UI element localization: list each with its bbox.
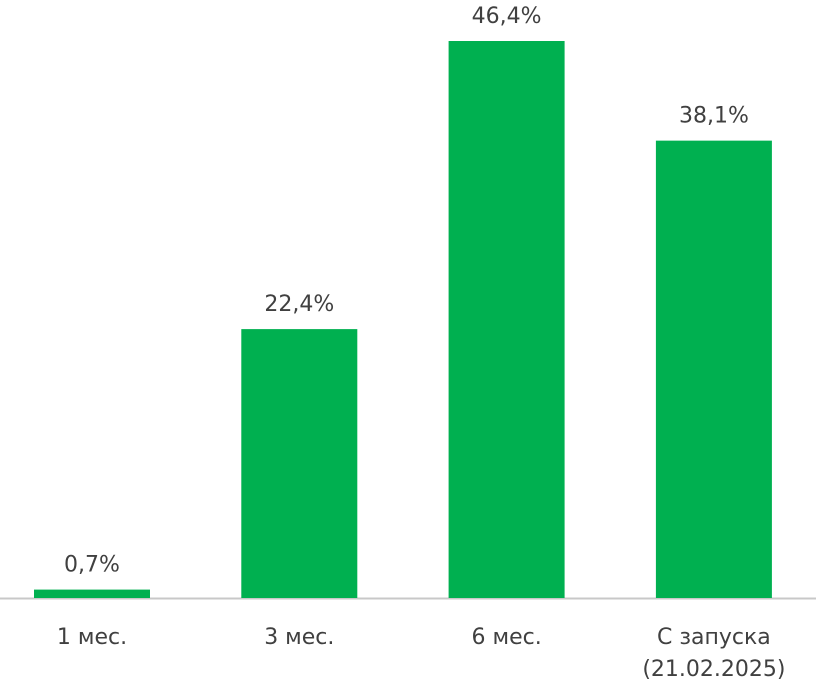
value-label: 38,1%	[679, 104, 749, 129]
bar	[241, 329, 358, 598]
value-label: 0,7%	[64, 553, 120, 578]
bar	[34, 589, 150, 598]
value-label: 22,4%	[264, 292, 334, 317]
value-label: 46,4%	[472, 4, 542, 29]
bar	[448, 41, 565, 598]
x-tick-label: 1 мес.	[57, 625, 127, 650]
bar	[655, 140, 772, 598]
x-tick-label: 6 мес.	[471, 625, 541, 650]
x-tick-label: С запуска (21.02.2025)	[642, 625, 785, 682]
x-tick-label: 3 мес.	[264, 625, 334, 650]
